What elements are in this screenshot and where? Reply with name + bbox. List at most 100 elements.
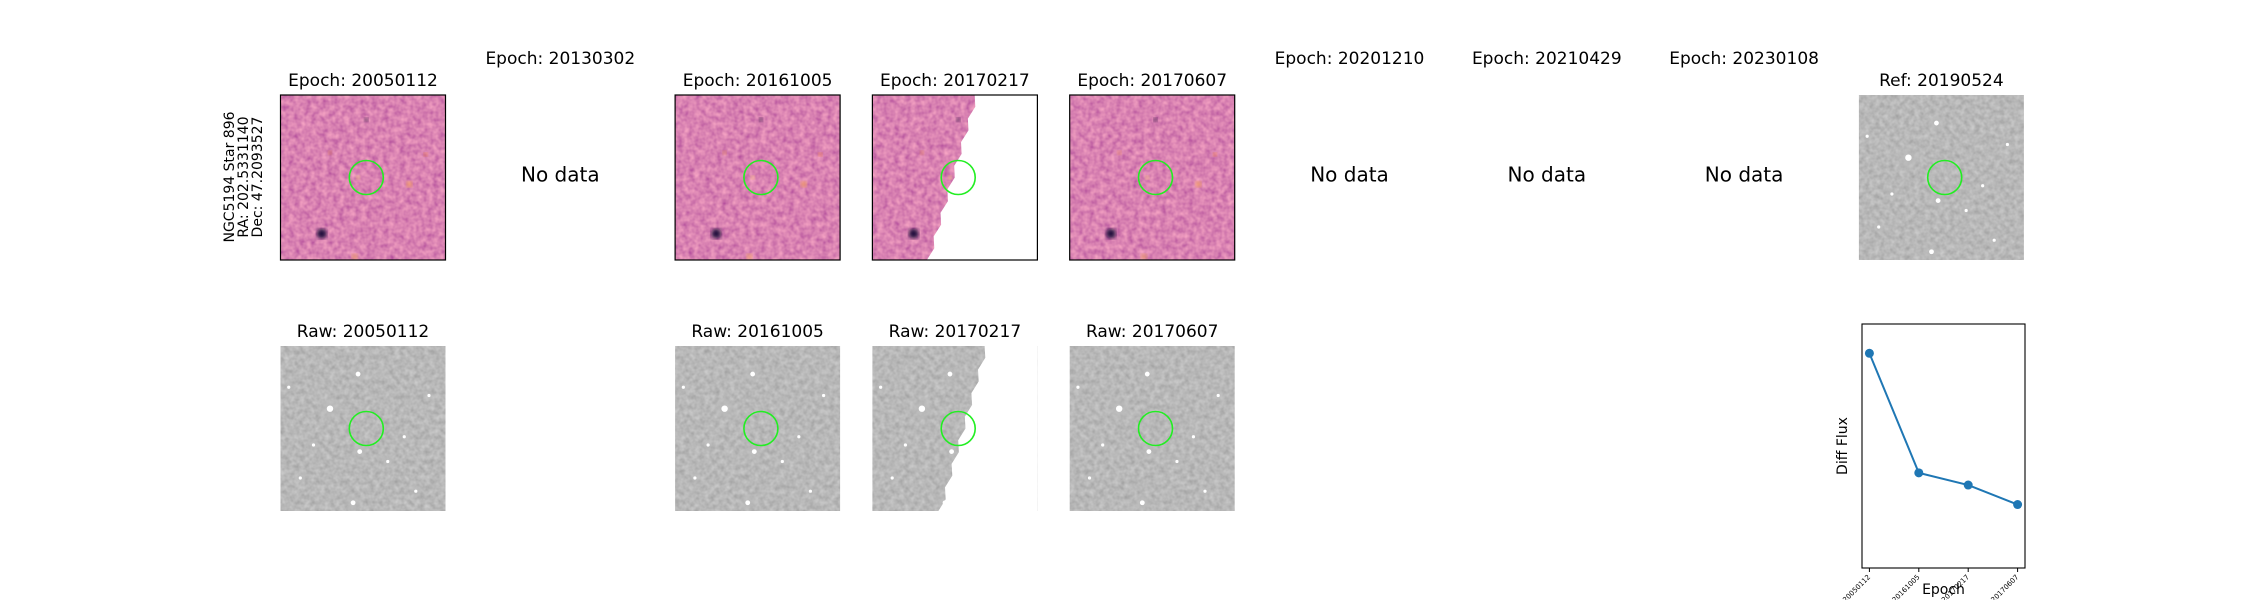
star <box>427 393 431 398</box>
blob <box>947 175 952 180</box>
blob <box>406 181 413 188</box>
star <box>890 476 894 480</box>
star <box>1981 184 1985 188</box>
blob <box>800 181 807 188</box>
magma-image <box>675 95 841 260</box>
blob <box>711 228 722 239</box>
star <box>751 449 757 454</box>
no-data: No data <box>1507 163 1586 187</box>
grey-image <box>872 346 1038 511</box>
star <box>2005 142 2009 147</box>
panel-title: Epoch: 20170607 <box>1077 71 1227 91</box>
panel-title: Epoch: 20130302 <box>485 49 635 69</box>
noise <box>280 95 446 260</box>
star <box>287 385 291 389</box>
target-ring <box>348 410 385 447</box>
x-tick-label: 20170607 <box>1990 573 2021 600</box>
no-data: No data <box>1310 163 1389 187</box>
star <box>1191 435 1196 439</box>
grey-image <box>1069 346 1235 511</box>
frame <box>279 94 447 261</box>
star <box>1101 443 1105 447</box>
target-ring <box>348 159 385 196</box>
star <box>1139 500 1145 506</box>
target-ring <box>1137 410 1174 447</box>
star <box>326 405 334 412</box>
panel-title: Epoch: 20210429 <box>1472 49 1622 69</box>
star <box>350 500 356 506</box>
magma-image <box>872 95 1038 260</box>
blob <box>1212 152 1217 157</box>
blob <box>351 253 358 260</box>
star <box>1076 385 1080 389</box>
target-ring <box>940 159 977 196</box>
blob <box>919 150 924 155</box>
star <box>1877 225 1881 229</box>
star <box>903 443 908 447</box>
star <box>879 385 883 389</box>
star <box>402 435 406 439</box>
point <box>2013 500 2023 510</box>
star <box>1992 238 1996 242</box>
magma-image <box>280 95 446 260</box>
star <box>1865 134 1869 138</box>
star <box>1203 489 1207 493</box>
panel-title: Epoch: 20230108 <box>1669 49 1819 69</box>
dec: Dec: 47.2093527 <box>250 117 266 238</box>
blob <box>758 117 763 122</box>
blob <box>818 152 823 157</box>
magma-image <box>1069 95 1235 260</box>
star <box>1890 192 1894 196</box>
star <box>808 489 813 493</box>
star <box>311 443 316 447</box>
panel-title: Epoch: 20170217 <box>880 71 1030 91</box>
blob <box>1140 253 1147 260</box>
target-ring <box>940 410 977 447</box>
star <box>681 385 685 389</box>
star <box>1216 393 1220 398</box>
star <box>949 449 954 454</box>
x-tick-label: 20050112 <box>1841 573 1872 600</box>
star <box>693 476 697 480</box>
grey-image <box>1858 95 2024 260</box>
no-data: No data <box>1705 163 1784 187</box>
target-ring <box>1926 159 1963 196</box>
line <box>1868 352 2018 506</box>
noise <box>675 95 841 260</box>
star-name: NGC5194 Star 896 <box>222 111 238 242</box>
blob <box>750 175 755 180</box>
blob <box>1153 117 1158 122</box>
point <box>1914 468 1924 478</box>
star <box>355 371 361 377</box>
noise <box>1069 95 1235 260</box>
target-ring <box>1137 159 1174 196</box>
blob <box>1117 150 1122 155</box>
x-axis-label: Epoch <box>1922 582 1965 598</box>
star <box>947 371 953 377</box>
star <box>822 393 826 398</box>
star <box>414 489 418 493</box>
x-tick-label: 20161005 <box>1891 573 1922 600</box>
panel-title: Raw: 20050112 <box>297 322 430 342</box>
star <box>1964 208 1968 213</box>
star <box>1929 249 1934 255</box>
star <box>1934 120 1939 126</box>
star <box>721 405 728 412</box>
y-axis-label: Diff Flux <box>1835 417 1851 475</box>
blob <box>908 228 919 239</box>
blob <box>1105 228 1116 239</box>
grey-image <box>675 346 841 511</box>
star <box>1175 459 1179 464</box>
ra: RA: 202.5331140 <box>236 116 252 237</box>
panel-title: Raw: 20170217 <box>889 322 1022 342</box>
star <box>1087 476 1092 480</box>
no-coverage <box>938 346 1038 511</box>
no-data: No data <box>521 163 600 187</box>
frame <box>1069 94 1236 261</box>
plot-frame <box>1861 323 2026 569</box>
target-ring <box>743 410 779 447</box>
blob <box>1195 181 1202 188</box>
panel-title: Raw: 20170607 <box>1086 322 1219 342</box>
star <box>797 435 801 439</box>
panel-title: Raw: 20161005 <box>691 322 824 342</box>
